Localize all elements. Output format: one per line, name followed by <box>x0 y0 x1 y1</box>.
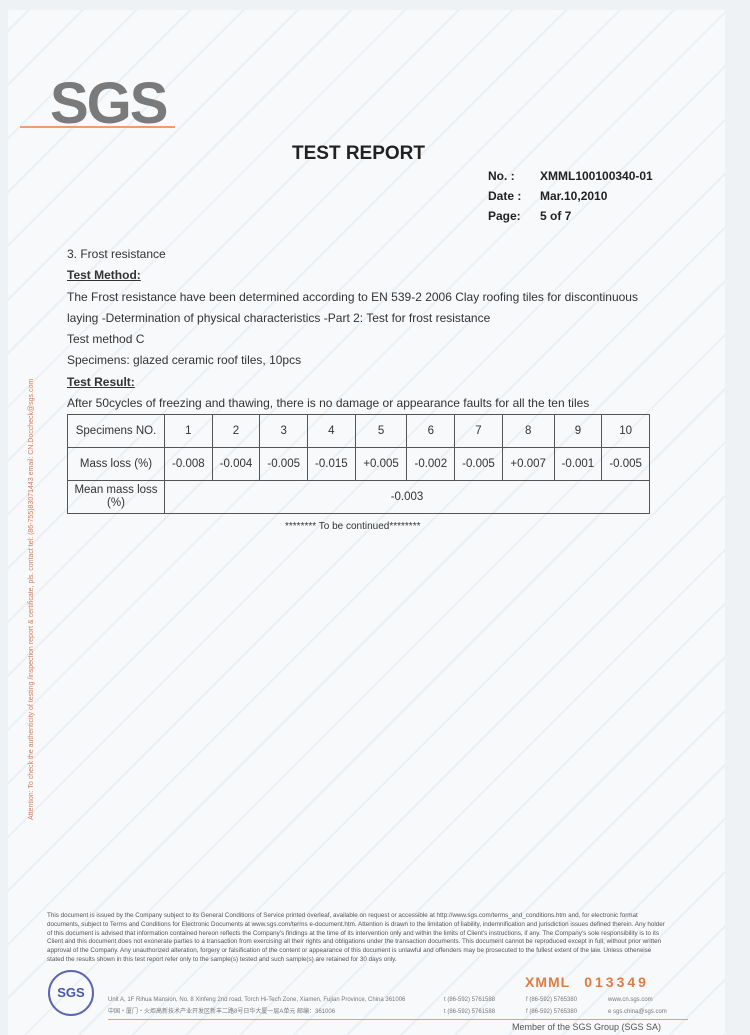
specimen-number: 2 <box>211 414 261 448</box>
specimen-number: 4 <box>307 414 356 448</box>
page-number: 5 of 7 <box>540 209 572 223</box>
footer-fax: f (86-592) 5765380 f (86-592) 5765380 <box>526 994 577 1018</box>
table-row: Mean mass loss (%) -0.003 <box>67 480 650 514</box>
footer-contact: www.cn.sgs.com e sgs.china@sgs.com <box>608 994 667 1018</box>
mean-value: -0.003 <box>164 480 650 514</box>
specimen-number: 3 <box>259 414 309 448</box>
side-note: Attention: To check the authenticity of … <box>28 378 35 820</box>
results-table: Specimens NO. 1 2 3 4 5 6 7 8 9 10 Mass loss (%) -0… <box>67 414 650 514</box>
address-en: Unit A, 1F Rihua Mansion, No. 8 Xinfeng … <box>108 997 406 1003</box>
mass-loss-value: -0.004 <box>211 447 261 481</box>
report-meta: No. : XMML100100340-01 Date : Mar.10,2010 … <box>488 166 653 226</box>
specimen-number: 9 <box>553 414 603 448</box>
website-link[interactable]: www.cn.sgs.com <box>608 997 653 1003</box>
report-number: XMML100100340-01 <box>540 169 653 183</box>
footer-divider <box>108 1019 688 1020</box>
logo-divider <box>20 126 175 128</box>
mass-loss-value: -0.008 <box>164 447 213 481</box>
sgs-logo: SGS <box>50 71 168 136</box>
specimens-text: Specimens: glazed ceramic roof tiles, 10… <box>67 353 302 368</box>
mass-loss-value: -0.015 <box>307 447 356 481</box>
mass-loss-value: -0.005 <box>454 447 503 481</box>
serial-digits: 013349 <box>584 974 649 990</box>
mean-header: Mean mass loss (%) <box>67 480 165 514</box>
specimen-number: 8 <box>501 414 555 448</box>
serial-prefix: XMML <box>525 974 571 990</box>
continued-note: ******** To be continued******** <box>285 521 421 532</box>
report-title: TEST REPORT <box>292 143 426 164</box>
no-label: No. : <box>488 169 515 183</box>
email-link[interactable]: e sgs.china@sgs.com <box>608 1009 667 1015</box>
report-body: 3. Frost resistance Test Method: The Fro… <box>67 244 667 414</box>
report-date: Mar.10,2010 <box>540 189 608 203</box>
report-page: SGS TEST REPORT No. : XMML100100340-01 Da… <box>8 10 725 1035</box>
mass-loss-value: +0.005 <box>354 447 408 481</box>
specimen-number: 6 <box>406 414 456 448</box>
table-row: Specimens NO. 1 2 3 4 5 6 7 8 9 10 <box>67 414 650 448</box>
tel-2: t (86-592) 5761588 <box>444 1009 496 1015</box>
section-title: 3. Frost resistance <box>67 247 166 261</box>
mass-loss-header: Mass loss (%) <box>67 447 165 481</box>
member-note: Member of the SGS Group (SGS SA) <box>512 1022 662 1032</box>
mass-loss-value: -0.001 <box>553 447 603 481</box>
page-label: Page: <box>488 209 521 223</box>
fax-2: f (86-592) 5765380 <box>526 1009 578 1015</box>
mass-loss-value: +0.007 <box>501 447 555 481</box>
specimen-number: 10 <box>601 414 650 448</box>
mass-loss-value: -0.005 <box>601 447 650 481</box>
address-cn: 中国・厦门・火炬高新技术产业开发区新丰二路8号日华大厦一层A单元 邮编：3610… <box>108 1009 336 1015</box>
table-row: Mass loss (%) -0.008 -0.004 -0.005 -0.015 +0.… <box>67 447 650 481</box>
method-c: Test method C <box>67 332 145 347</box>
fax: f (86-592) 5765380 <box>526 997 578 1003</box>
result-heading: Test Result: <box>67 374 135 389</box>
specimen-number: 1 <box>164 414 213 448</box>
disclaimer: This document is issued by the Company s… <box>47 912 665 963</box>
footer-address: Unit A, 1F Rihua Mansion, No. 8 Xinfeng … <box>108 994 405 1018</box>
specimens-header: Specimens NO. <box>67 414 165 448</box>
date-label: Date : <box>488 189 522 203</box>
tel: t (86-592) 5761588 <box>444 997 496 1003</box>
method-heading: Test Method: <box>67 268 141 283</box>
footer-tel: t (86-592) 5761588 t (86-592) 5761588 <box>444 994 495 1018</box>
mass-loss-value: -0.005 <box>259 447 309 481</box>
result-text: After 50cycles of freezing and thawing, … <box>67 396 590 411</box>
specimen-number: 7 <box>454 414 503 448</box>
method-text: The Frost resistance have been determine… <box>67 289 638 325</box>
mass-loss-value: -0.002 <box>406 447 456 481</box>
serial-number: XMML 013349 <box>525 974 649 990</box>
specimen-number: 5 <box>354 414 408 448</box>
sgs-stamp: SGS <box>48 970 94 1016</box>
